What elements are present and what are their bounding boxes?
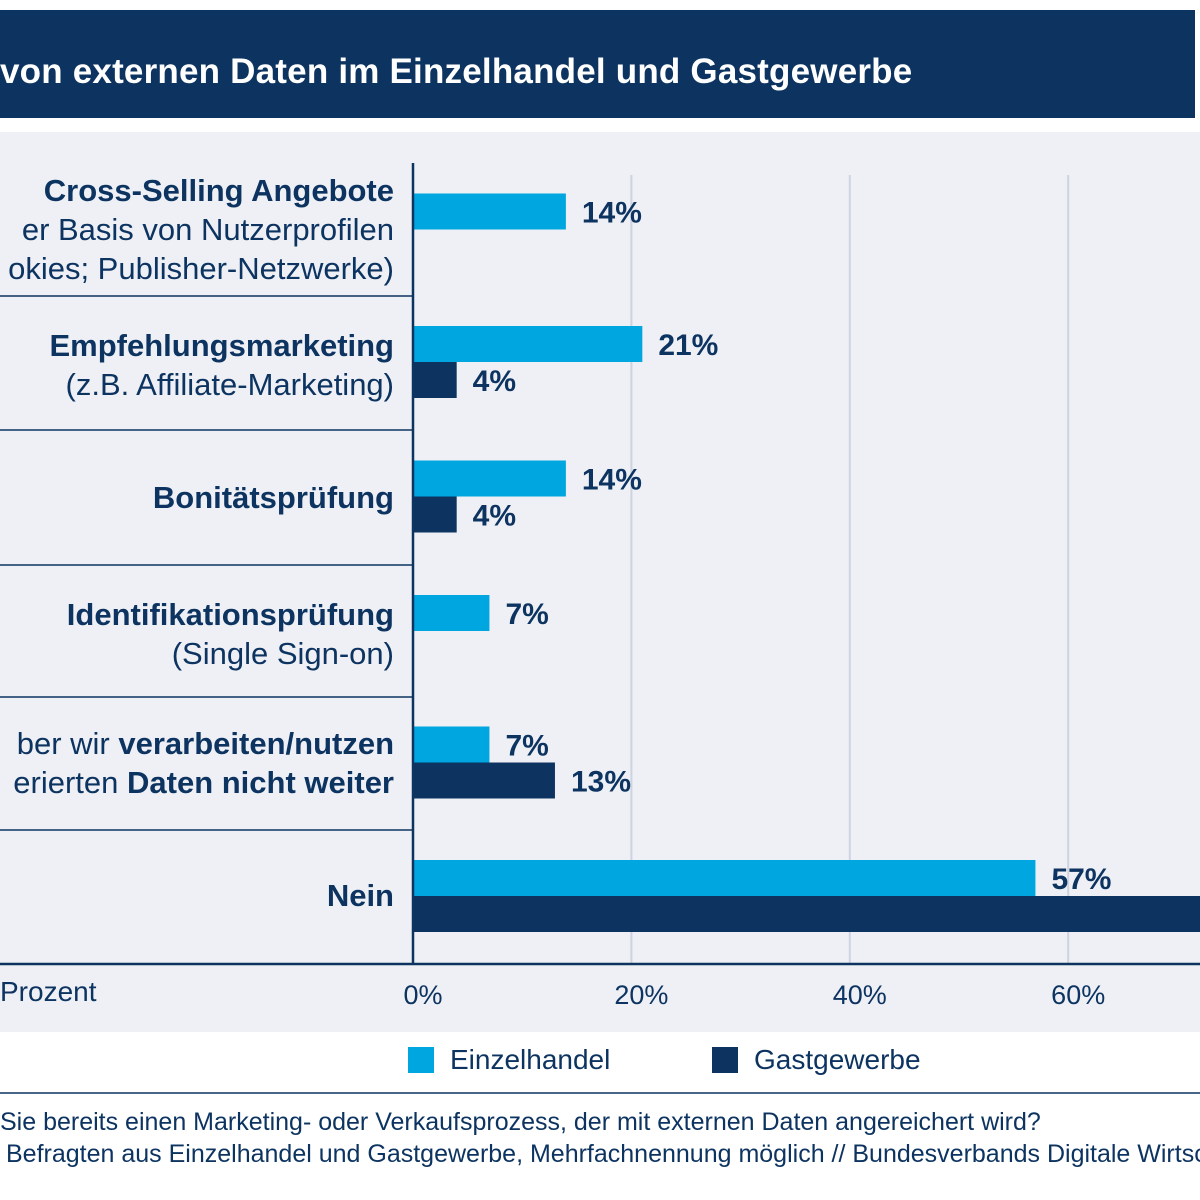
category-label-part: Empfehlungsmarketing [49,328,395,363]
x-axis-label: Prozent [0,976,97,1007]
bar-gastgewerbe-5 [413,896,1200,932]
category-label-part: okies; Publisher-Netzwerke) [8,251,394,286]
bar-gastgewerbe-2 [413,496,457,533]
bar-einzelhandel-2 [413,460,566,497]
category-label-4-line-1: erierten Daten nicht weiter [13,763,394,802]
value-label-einzelhandel-5: 57% [1051,863,1111,896]
x-tick-label-3: 60% [1051,980,1105,1010]
value-label-einzelhandel-0: 14% [582,197,642,230]
legend-item-gastgewerbe: Gastgewerbe [712,1042,921,1078]
category-label-part: Bonitätsprüfung [152,480,394,515]
value-label-einzelhandel-4: 7% [505,730,548,763]
legend-item-einzelhandel: Einzelhandel [408,1042,610,1078]
value-label-gastgewerbe-2: 4% [473,500,516,533]
bar-einzelhandel-3 [413,595,490,631]
category-label-part: (Single Sign-on) [171,636,394,671]
source-note: Befragten aus Einzelhandel und Gastgewer… [6,1140,1200,1168]
x-tick-label-1: 20% [614,980,668,1010]
category-label-part: Cross-Selling Angebote [43,173,394,208]
category-label-part: erierten [13,765,127,800]
category-label-part: Daten nicht weiter [127,765,394,800]
x-tick-label-0: 0% [403,980,442,1010]
value-label-einzelhandel-2: 14% [582,464,642,497]
category-label-5-line-0: Nein [327,876,394,915]
category-label-0-line-2: okies; Publisher-Netzwerke) [8,249,394,288]
legend-swatch-gastgewerbe [712,1047,738,1073]
category-label-3-line-0: Identifikationsprüfung [67,595,394,634]
survey-question: Sie bereits einen Marketing- oder Verkau… [0,1108,1041,1136]
bar-einzelhandel-1 [413,326,643,362]
category-label-part: verarbeiten/nutzen [118,726,394,761]
chart-title: von externen Daten im Einzelhandel und G… [0,52,913,91]
value-label-einzelhandel-1: 21% [658,329,718,362]
category-label-part: ber wir [16,726,119,761]
legend-label-gastgewerbe: Gastgewerbe [754,1044,921,1075]
category-label-4-line-0: ber wir verarbeiten/nutzen [17,724,394,763]
bar-gastgewerbe-4 [413,762,555,799]
category-label-0-line-1: er Basis von Nutzerprofilen [22,210,394,249]
category-label-part: er Basis von Nutzerprofilen [21,212,394,247]
header-bar: von externen Daten im Einzelhandel und G… [0,10,1195,118]
category-label-part: Nein [326,878,394,913]
category-label-2-line-0: Bonitätsprüfung [153,478,394,517]
x-tick-label-2: 40% [833,980,887,1010]
bar-einzelhandel-0 [413,193,566,230]
legend-label-einzelhandel: Einzelhandel [450,1044,611,1075]
legend-swatch-einzelhandel [408,1047,434,1073]
value-label-einzelhandel-3: 7% [505,598,548,631]
value-label-gastgewerbe-1: 4% [473,365,516,398]
bar-einzelhandel-4 [413,726,490,763]
category-label-part: Identifikationsprüfung [66,597,394,632]
bar-einzelhandel-5 [413,860,1036,896]
category-label-1-line-0: Empfehlungsmarketing [50,326,395,365]
category-label-1-line-1: (z.B. Affiliate-Marketing) [66,365,394,404]
category-label-0-line-0: Cross-Selling Angebote [44,171,394,210]
bar-gastgewerbe-1 [413,362,457,398]
category-label-3-line-1: (Single Sign-on) [172,634,394,673]
value-label-gastgewerbe-4: 13% [571,766,631,799]
category-label-part: (z.B. Affiliate-Marketing) [65,367,394,402]
